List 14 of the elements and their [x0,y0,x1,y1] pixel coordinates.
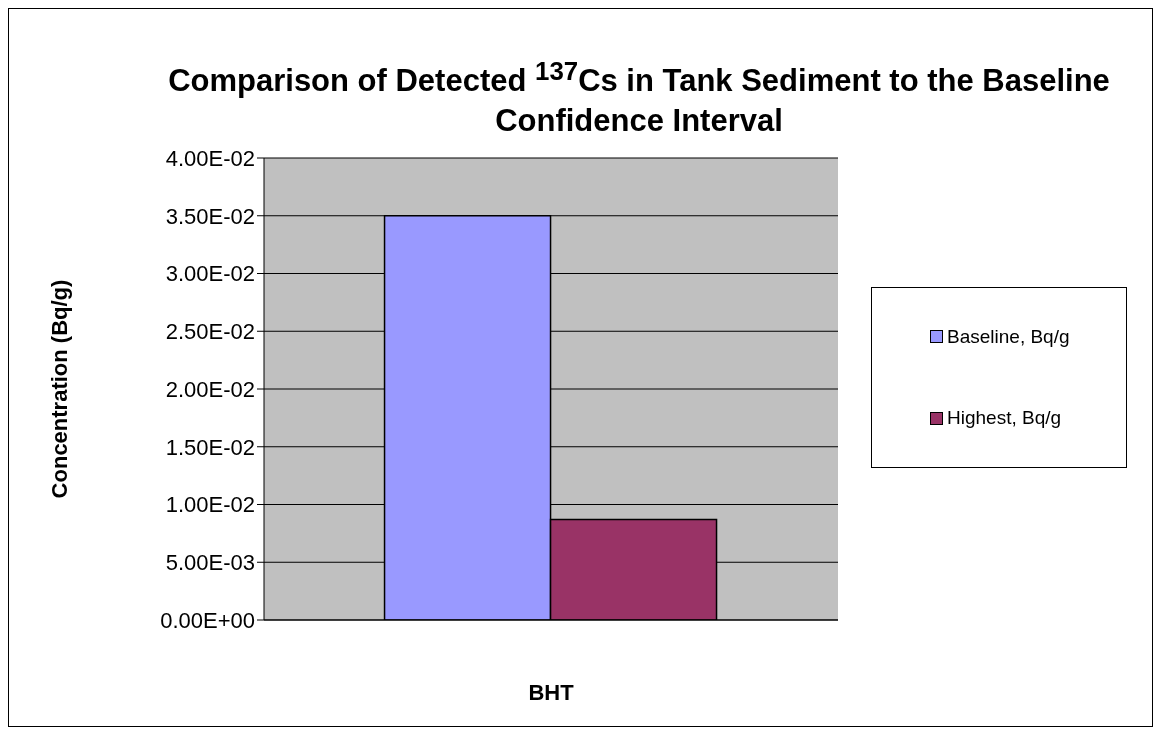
y-axis-title: Concentration (Bq/g) [46,279,72,499]
y-tick-label: 2.00E-02 [165,376,255,402]
y-tick-label: 3.00E-02 [165,261,255,287]
legend-label: Baseline, Bq/g [947,325,1070,348]
y-tick-label: 1.00E-02 [165,492,255,518]
y-tick-label: 0.00E+00 [160,607,255,633]
y-tick-label: 5.00E-03 [165,550,255,576]
y-tick-label: 2.50E-02 [165,319,255,345]
x-axis-title: BHT [528,680,575,705]
chart-title: Comparison of Detected $^{137}$Cs in Tank Sediment to the Baseline Confidence Interval [167,56,1111,141]
y-tick-label: 3.50E-02 [165,203,255,229]
y-tick-label: 4.00E-02 [165,145,255,171]
legend-label: Highest, Bq/g [947,407,1062,430]
y-tick-label: 1.50E-02 [165,434,255,460]
